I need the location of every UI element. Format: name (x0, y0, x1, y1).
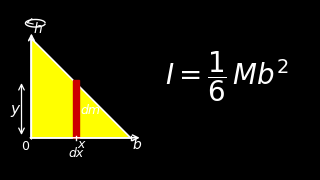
Text: b: b (132, 138, 141, 152)
Text: 0: 0 (21, 140, 29, 153)
Text: dm: dm (81, 104, 100, 117)
Text: y: y (10, 102, 19, 116)
Text: dx: dx (68, 147, 84, 160)
Bar (73, 80, 78, 138)
Polygon shape (31, 39, 131, 138)
Text: h: h (33, 22, 42, 36)
Text: x: x (78, 138, 85, 151)
Text: $I = \dfrac{1}{6}\,Mb^2$: $I = \dfrac{1}{6}\,Mb^2$ (165, 50, 289, 104)
